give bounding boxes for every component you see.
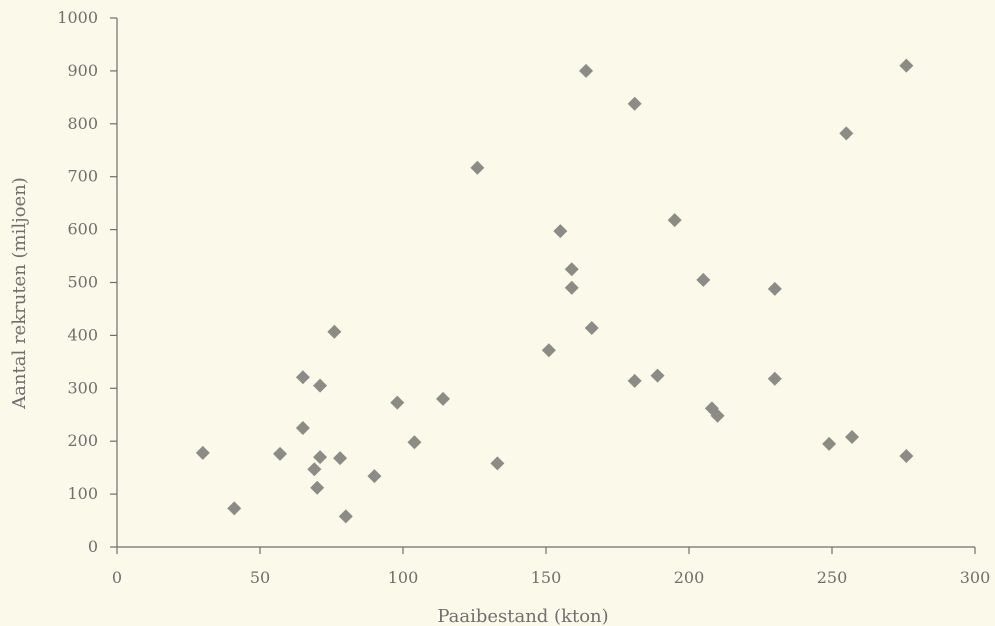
data-point-marker xyxy=(696,272,711,287)
data-point-marker xyxy=(564,262,579,277)
data-point-marker xyxy=(767,281,782,296)
data-point-marker xyxy=(338,509,353,524)
x-axis-title: Paaibestand (kton) xyxy=(437,606,608,626)
data-point-marker xyxy=(579,63,594,78)
y-tick-label: 0 xyxy=(88,537,98,556)
data-point-marker xyxy=(310,480,325,495)
y-tick-label: 700 xyxy=(67,167,98,186)
data-point-marker xyxy=(273,446,288,461)
data-points xyxy=(195,58,914,524)
data-point-marker xyxy=(650,368,665,383)
x-tick-label: 200 xyxy=(674,568,705,587)
y-tick-label: 200 xyxy=(67,431,98,450)
data-point-marker xyxy=(899,449,914,464)
data-point-marker xyxy=(436,391,451,406)
data-point-marker xyxy=(627,96,642,111)
x-tick-label: 100 xyxy=(388,568,419,587)
data-point-marker xyxy=(295,370,310,385)
x-axis-ticks: 0 50 100 150 200 250 300 xyxy=(112,547,990,587)
data-point-marker xyxy=(295,420,310,435)
data-point-marker xyxy=(470,160,485,175)
x-tick-label: 0 xyxy=(112,568,122,587)
y-tick-label: 500 xyxy=(67,273,98,292)
data-point-marker xyxy=(541,343,556,358)
y-tick-label: 400 xyxy=(67,325,98,344)
data-point-marker xyxy=(667,213,682,228)
data-point-marker xyxy=(307,462,322,477)
x-tick-label: 300 xyxy=(960,568,991,587)
data-point-marker xyxy=(227,501,242,516)
y-axis-ticks: 0 100 200 300 400 500 600 700 800 900 1000 xyxy=(57,8,117,556)
x-tick-label: 50 xyxy=(250,568,270,587)
data-point-marker xyxy=(327,324,342,339)
y-tick-label: 100 xyxy=(67,484,98,503)
y-tick-label: 600 xyxy=(67,220,98,239)
data-point-marker xyxy=(845,429,860,444)
data-point-marker xyxy=(333,451,348,466)
y-axis-title: Aantal rekruten (miljoen) xyxy=(9,177,30,410)
data-point-marker xyxy=(313,450,328,465)
data-point-marker xyxy=(627,373,642,388)
x-tick-label: 250 xyxy=(817,568,848,587)
data-point-marker xyxy=(390,395,405,410)
data-point-marker xyxy=(584,320,599,335)
y-tick-label: 1000 xyxy=(57,8,98,27)
x-tick-label: 150 xyxy=(531,568,562,587)
data-point-marker xyxy=(407,435,422,450)
data-point-marker xyxy=(564,280,579,295)
data-point-marker xyxy=(367,469,382,484)
data-point-marker xyxy=(839,126,854,141)
y-tick-label: 900 xyxy=(67,61,98,80)
data-point-marker xyxy=(490,456,505,471)
data-point-marker xyxy=(710,408,725,423)
data-point-marker xyxy=(195,445,210,460)
data-point-marker xyxy=(767,371,782,386)
y-tick-label: 300 xyxy=(67,378,98,397)
data-point-marker xyxy=(313,378,328,393)
data-point-marker xyxy=(822,436,837,451)
data-point-marker xyxy=(899,58,914,73)
y-tick-label: 800 xyxy=(67,114,98,133)
data-point-marker xyxy=(553,224,568,239)
